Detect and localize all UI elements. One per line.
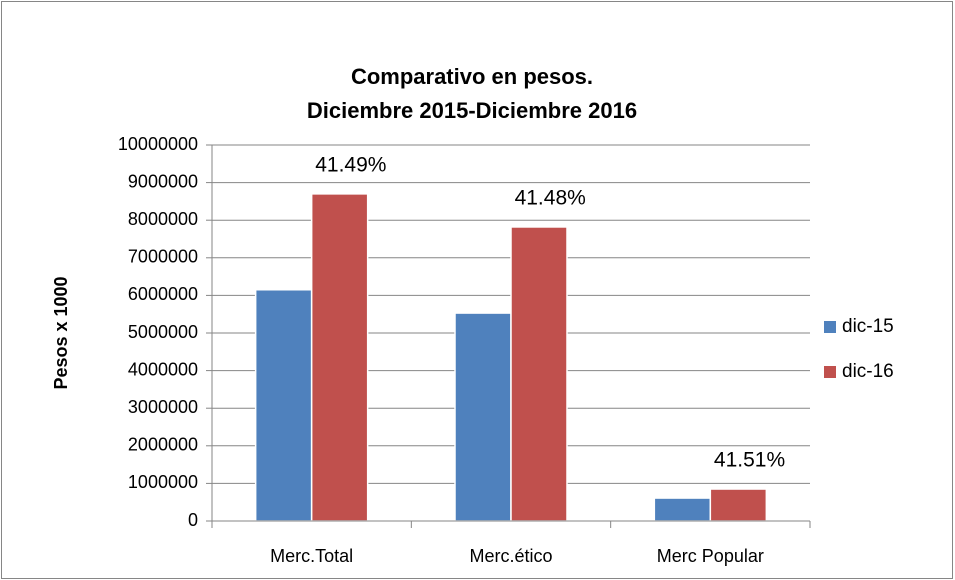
y-tick-label: 1000000 — [128, 472, 198, 492]
y-tick-label: 9000000 — [128, 171, 198, 191]
x-tick-label: Merc.Total — [270, 546, 353, 566]
bar — [310, 193, 369, 522]
y-tick-label: 7000000 — [128, 247, 198, 267]
y-tick-label: 0 — [188, 510, 198, 530]
x-tick-label: Merc Popular — [657, 546, 764, 566]
bar — [709, 488, 768, 522]
y-tick-label: 10000000 — [118, 134, 198, 154]
chart-title: Comparativo en pesos. — [351, 64, 593, 89]
bar — [254, 289, 313, 522]
chart-subtitle: Diciembre 2015-Diciembre 2016 — [307, 98, 637, 123]
legend-swatch — [824, 366, 836, 378]
legend-label: dic-15 — [842, 316, 894, 337]
y-tick-label: 3000000 — [128, 397, 198, 417]
annotation: 41.51% — [714, 449, 785, 472]
x-tick-label: Merc.ético — [469, 546, 552, 566]
bar — [510, 226, 568, 522]
y-tick-label: 6000000 — [128, 284, 198, 304]
y-tick-label: 5000000 — [128, 322, 198, 342]
y-tick-label: 8000000 — [128, 209, 198, 229]
annotation: 41.48% — [515, 187, 586, 210]
bar — [653, 497, 712, 522]
annotation: 41.49% — [315, 153, 386, 176]
legend-swatch — [824, 321, 836, 333]
y-tick-label: 2000000 — [128, 435, 198, 455]
bar — [454, 312, 512, 522]
y-tick-label: 4000000 — [128, 359, 198, 379]
y-axis-label: Pesos x 1000 — [51, 276, 71, 389]
legend-label: dic-16 — [842, 361, 894, 382]
